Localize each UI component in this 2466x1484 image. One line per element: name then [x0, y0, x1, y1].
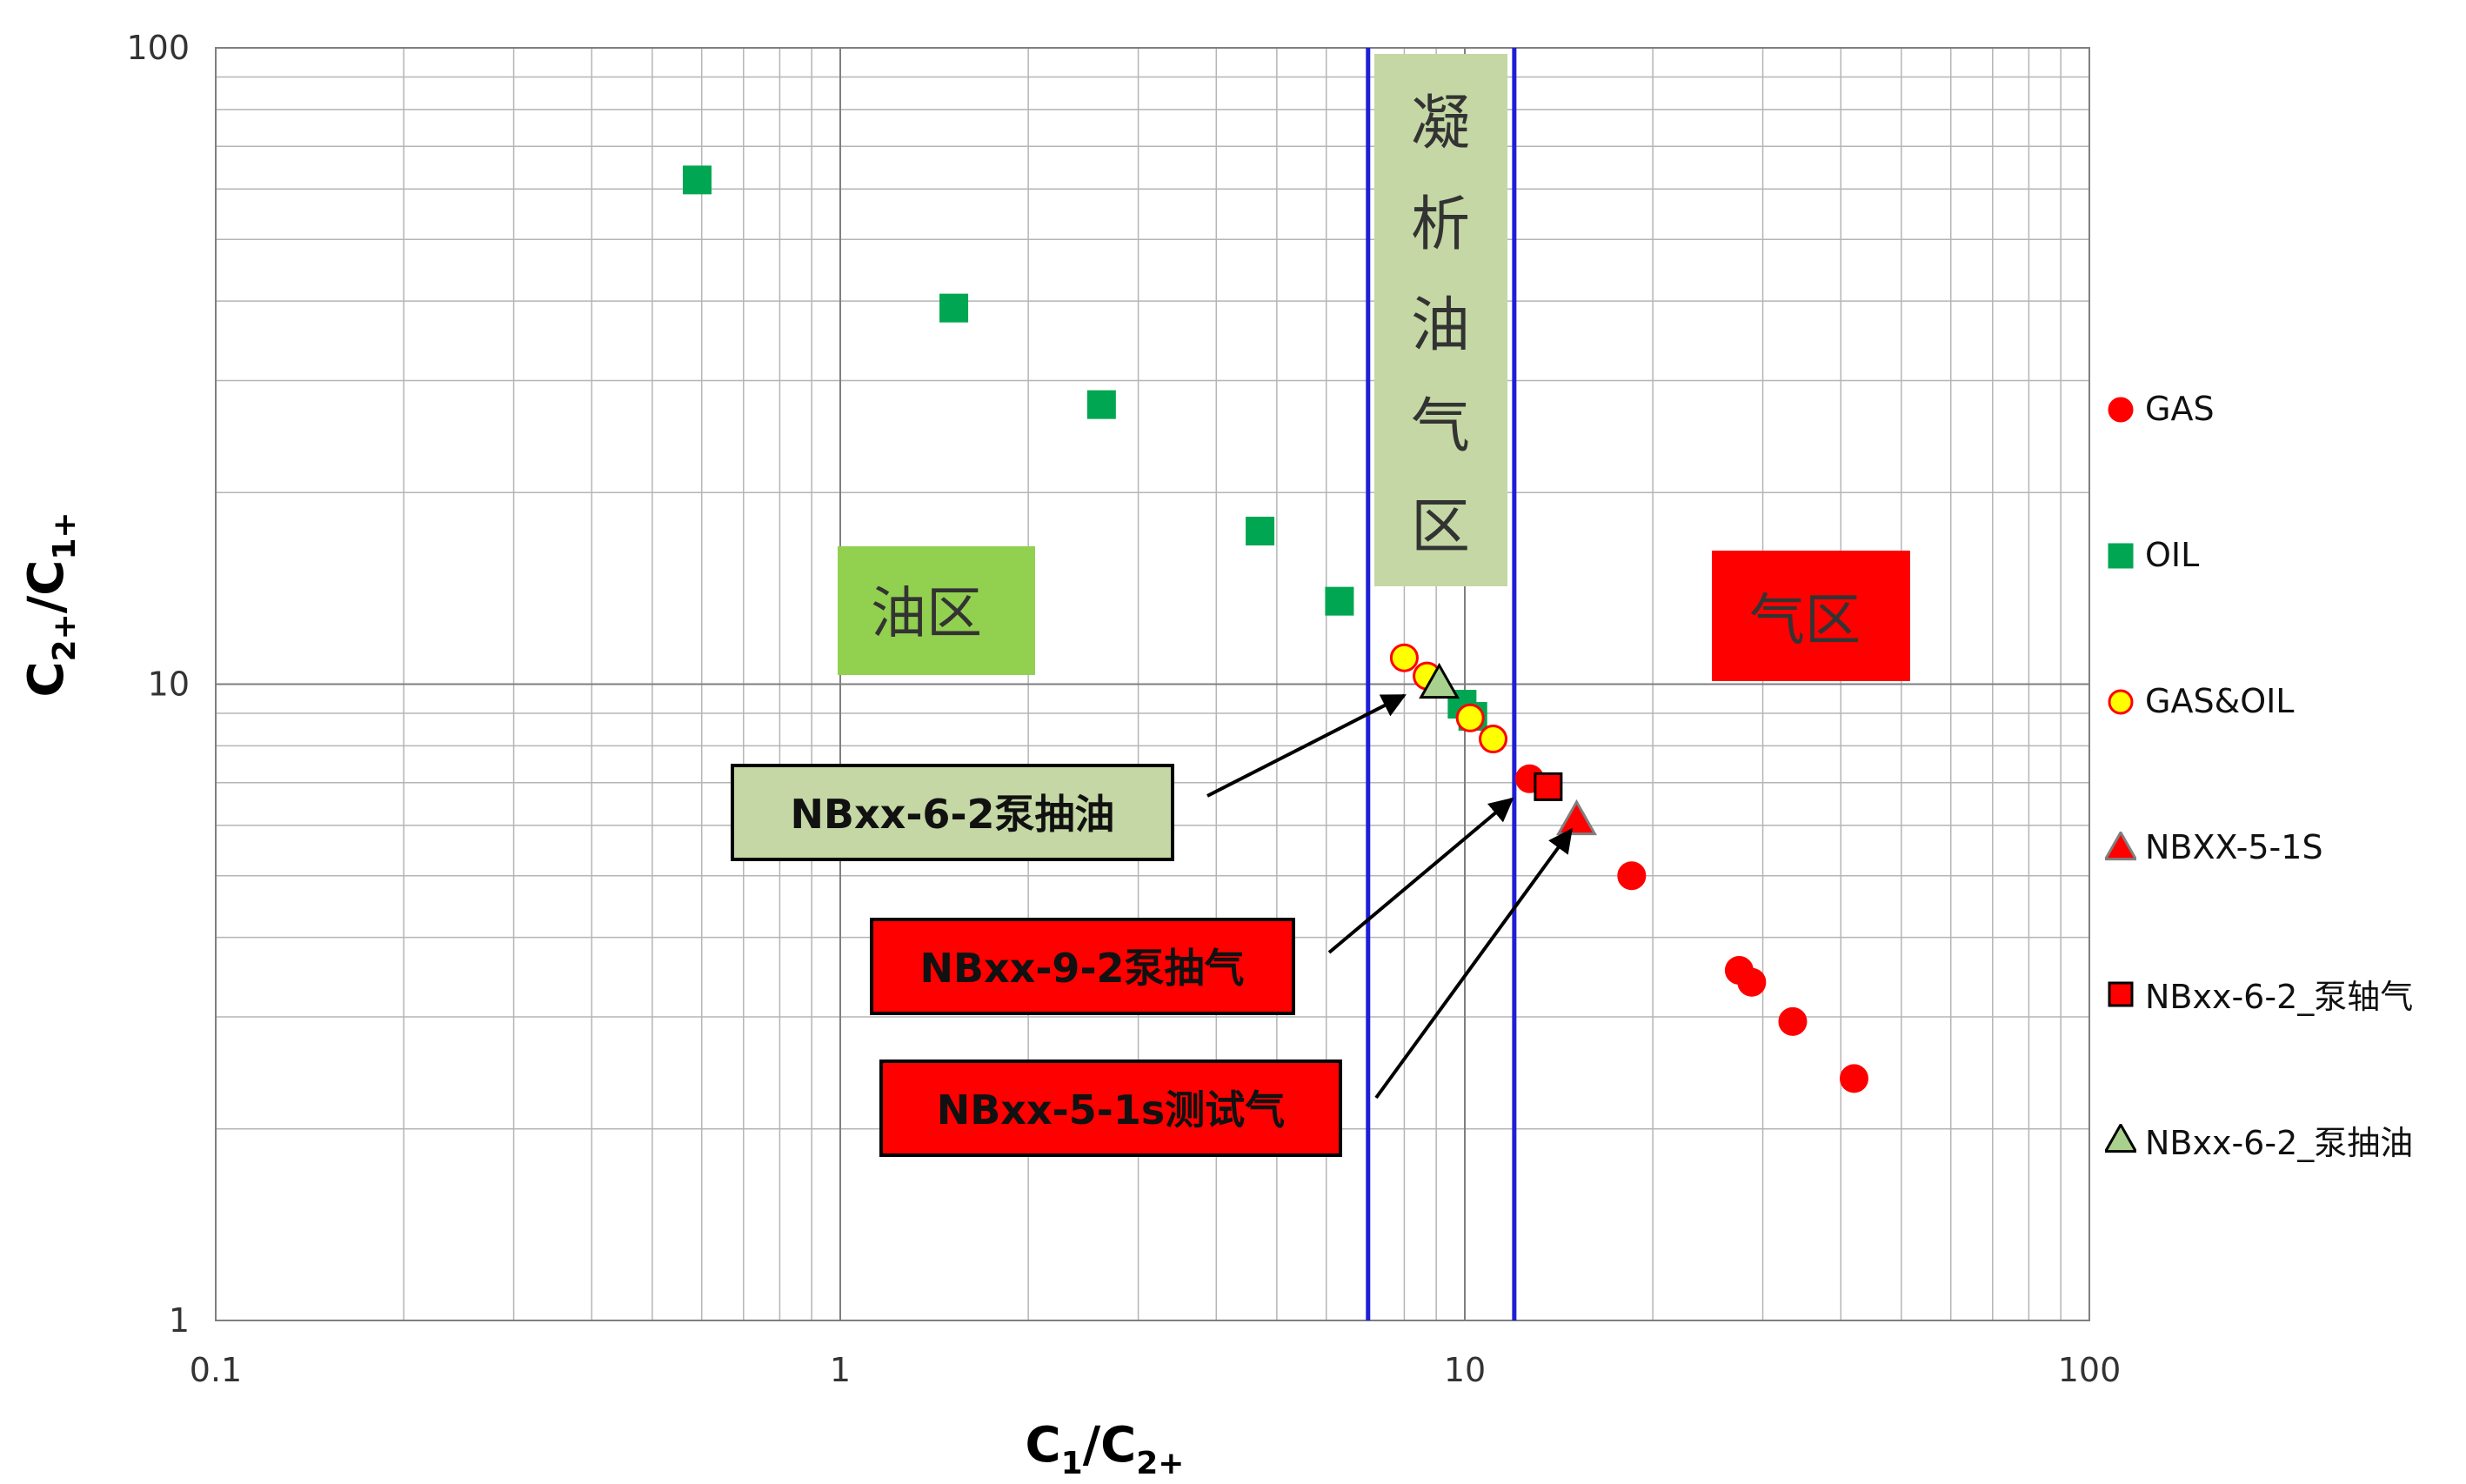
legend-item: NBxx-6-2_泵抽油 — [2105, 1113, 2413, 1166]
y-axis-title: C2+/C1+ — [18, 511, 83, 697]
x-tick-label: 100 — [2058, 1351, 2122, 1389]
annotation-label: NBxx-9-2泵抽气 — [919, 945, 1244, 992]
condensate-zone-char: 区 — [1411, 493, 1470, 562]
point-gas — [1778, 1006, 1808, 1036]
legend-marker-shape — [2105, 1124, 2136, 1153]
annotation-box — [870, 918, 1295, 1015]
x-tick-label: 10 — [1444, 1351, 1486, 1389]
legend-marker — [2108, 397, 2134, 423]
annotation-label: NBxx-6-2泵抽油 — [790, 791, 1114, 838]
annotation-box — [731, 764, 1174, 861]
condensate-zone-char: 凝 — [1411, 90, 1470, 158]
legend-label: NBxx-6-2_泵轴气 — [2145, 977, 2414, 1016]
oil-zone-box — [838, 546, 1035, 675]
y-tick-label: 1 — [169, 1301, 190, 1340]
x-axis-title: C1/C2+ — [1026, 1417, 1185, 1481]
point-gas — [1617, 861, 1647, 891]
gas-zone-label: 气区 — [1749, 589, 1861, 653]
condensate-zone-char: 油 — [1411, 291, 1470, 360]
legend-marker — [2108, 689, 2134, 715]
oil-zone-label: 油区 — [871, 582, 982, 646]
legend-item: OIL — [2105, 529, 2199, 581]
point-gas-oil — [1455, 703, 1485, 732]
legend-marker — [2105, 1124, 2136, 1153]
x-tick-label: 0.1 — [190, 1351, 242, 1389]
condensate-zone-char: 析 — [1411, 191, 1470, 259]
point-nbxx-5-1s — [1556, 799, 1597, 836]
legend-label: NBxx-6-2_泵抽油 — [2145, 1123, 2414, 1162]
point-nbxx-6-2 — [1419, 662, 1460, 699]
legend-marker-shape — [2108, 689, 2134, 715]
legend-marker-shape — [2108, 981, 2134, 1007]
gas-zone-box — [1712, 551, 1910, 681]
y-tick-label: 100 — [126, 29, 190, 67]
annotation-arrow — [1206, 693, 1407, 798]
point-gas-oil — [1389, 643, 1419, 672]
legend-marker — [2108, 981, 2134, 1007]
x-tick-label: 1 — [830, 1351, 851, 1389]
annotation-arrow — [1374, 827, 1573, 1100]
point-oil — [1246, 517, 1275, 546]
legend-marker — [2105, 832, 2136, 861]
annotation-arrow — [1327, 797, 1514, 954]
legend-label: GAS — [2145, 390, 2215, 428]
legend-item: NBXX-5-1S — [2105, 821, 2323, 873]
point-gas — [1839, 1064, 1868, 1093]
legend-item: NBxx-6-2_泵轴气 — [2105, 967, 2413, 1019]
point-oil — [1325, 586, 1354, 616]
legend-item: GAS&OIL — [2105, 675, 2294, 727]
point-gas-oil — [1479, 725, 1508, 754]
legend-marker-shape — [2108, 543, 2134, 569]
annotation-label: NBxx-5-1s测试气 — [937, 1086, 1285, 1133]
legend-label: GAS&OIL — [2145, 682, 2295, 720]
legend-marker-shape — [2105, 832, 2136, 861]
legend-marker-shape — [2108, 397, 2134, 423]
legend-label: NBXX-5-1S — [2145, 828, 2323, 866]
point-oil — [1086, 390, 1116, 419]
y-tick-label: 10 — [148, 665, 190, 704]
legend-item: GAS — [2105, 383, 2215, 435]
condensate-zone-box — [1374, 54, 1507, 586]
annotation-box — [879, 1060, 1342, 1157]
legend-marker — [2108, 543, 2134, 569]
point-oil — [682, 165, 712, 195]
point-gas — [1737, 967, 1767, 997]
plot-area-frame — [215, 47, 2090, 1321]
point-oil — [939, 293, 969, 323]
point-nbxx-6-2 — [1534, 772, 1563, 801]
condensate-zone-char: 气 — [1411, 392, 1470, 461]
legend-label: OIL — [2145, 536, 2200, 574]
